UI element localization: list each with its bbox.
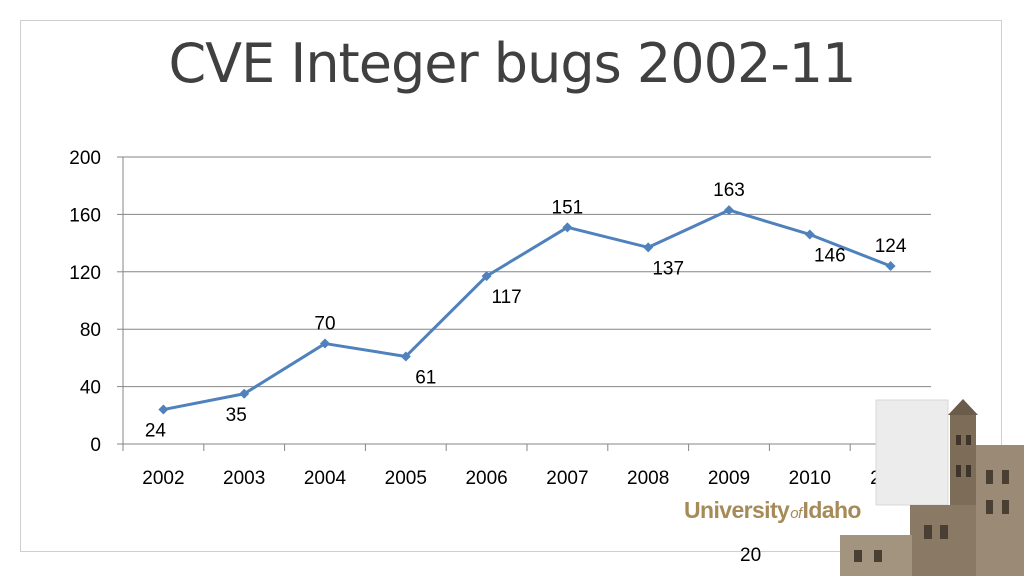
y-tick-label: 40 (80, 378, 101, 399)
data-label-2004: 70 (314, 314, 335, 335)
data-label-2006: 117 (491, 287, 521, 308)
data-point-2007 (562, 222, 573, 233)
slide-title: CVE Integer bugs 2002-11 (168, 32, 856, 95)
grid-lines (123, 156, 931, 388)
series-line (158, 205, 896, 415)
data-label-2002: 24 (145, 421, 167, 442)
y-tick-label: 80 (80, 320, 101, 341)
logo-text-university: University (684, 497, 790, 523)
university-building-image (840, 399, 1024, 576)
data-point-2011 (885, 261, 896, 272)
data-point-2009 (724, 205, 734, 216)
x-tick-label-2002: 2002 (142, 468, 184, 489)
x-tick-label-2010: 2010 (789, 468, 831, 489)
data-label-2007: 151 (552, 197, 584, 218)
data-label-2011: 124 (875, 236, 907, 257)
y-tick-label: 120 (69, 263, 101, 284)
data-label-2008: 137 (652, 258, 684, 279)
y-tick-labels: 0 40 80 120 160 200 (69, 148, 101, 456)
data-point-2005 (400, 351, 411, 362)
axes (117, 156, 932, 451)
data-point-2003 (239, 388, 250, 399)
series-polyline (163, 208, 892, 412)
x-tick-label-2005: 2005 (385, 468, 427, 489)
data-label-2010: 146 (814, 245, 846, 266)
x-tick-label-2004: 2004 (304, 468, 347, 489)
slide-frame (20, 20, 1002, 552)
data-point-2002 (158, 404, 169, 415)
x-tick-label-2003: 2003 (223, 468, 265, 489)
data-label-2009: 163 (713, 180, 745, 201)
data-point-2004 (320, 338, 330, 349)
x-tick-labels: 2002200320042005200620072008200920102011 (142, 468, 911, 489)
x-tick-label-2009: 2009 (708, 468, 750, 489)
y-tick-label: 0 (90, 435, 101, 456)
data-label-2005: 61 (415, 367, 436, 388)
data-point-2010 (804, 229, 815, 240)
data-point-2008 (643, 242, 654, 253)
y-tick-label: 200 (69, 148, 101, 169)
page-number: 20 (740, 545, 762, 566)
logo-text-of: of (790, 505, 802, 522)
x-tick-label-2006: 2006 (465, 468, 507, 489)
y-tick-label: 160 (69, 205, 101, 226)
data-point-2006 (481, 271, 492, 282)
university-logo: UniversityofIdaho (684, 497, 861, 524)
data-label-2003: 35 (226, 405, 247, 426)
logo-text-idaho: Idaho (802, 497, 862, 523)
data-labels: 24 35 70 61 117 151 137 163 146 124 (145, 180, 907, 441)
x-tick-label-2007: 2007 (546, 468, 588, 489)
x-tick-label-2008: 2008 (627, 468, 669, 489)
